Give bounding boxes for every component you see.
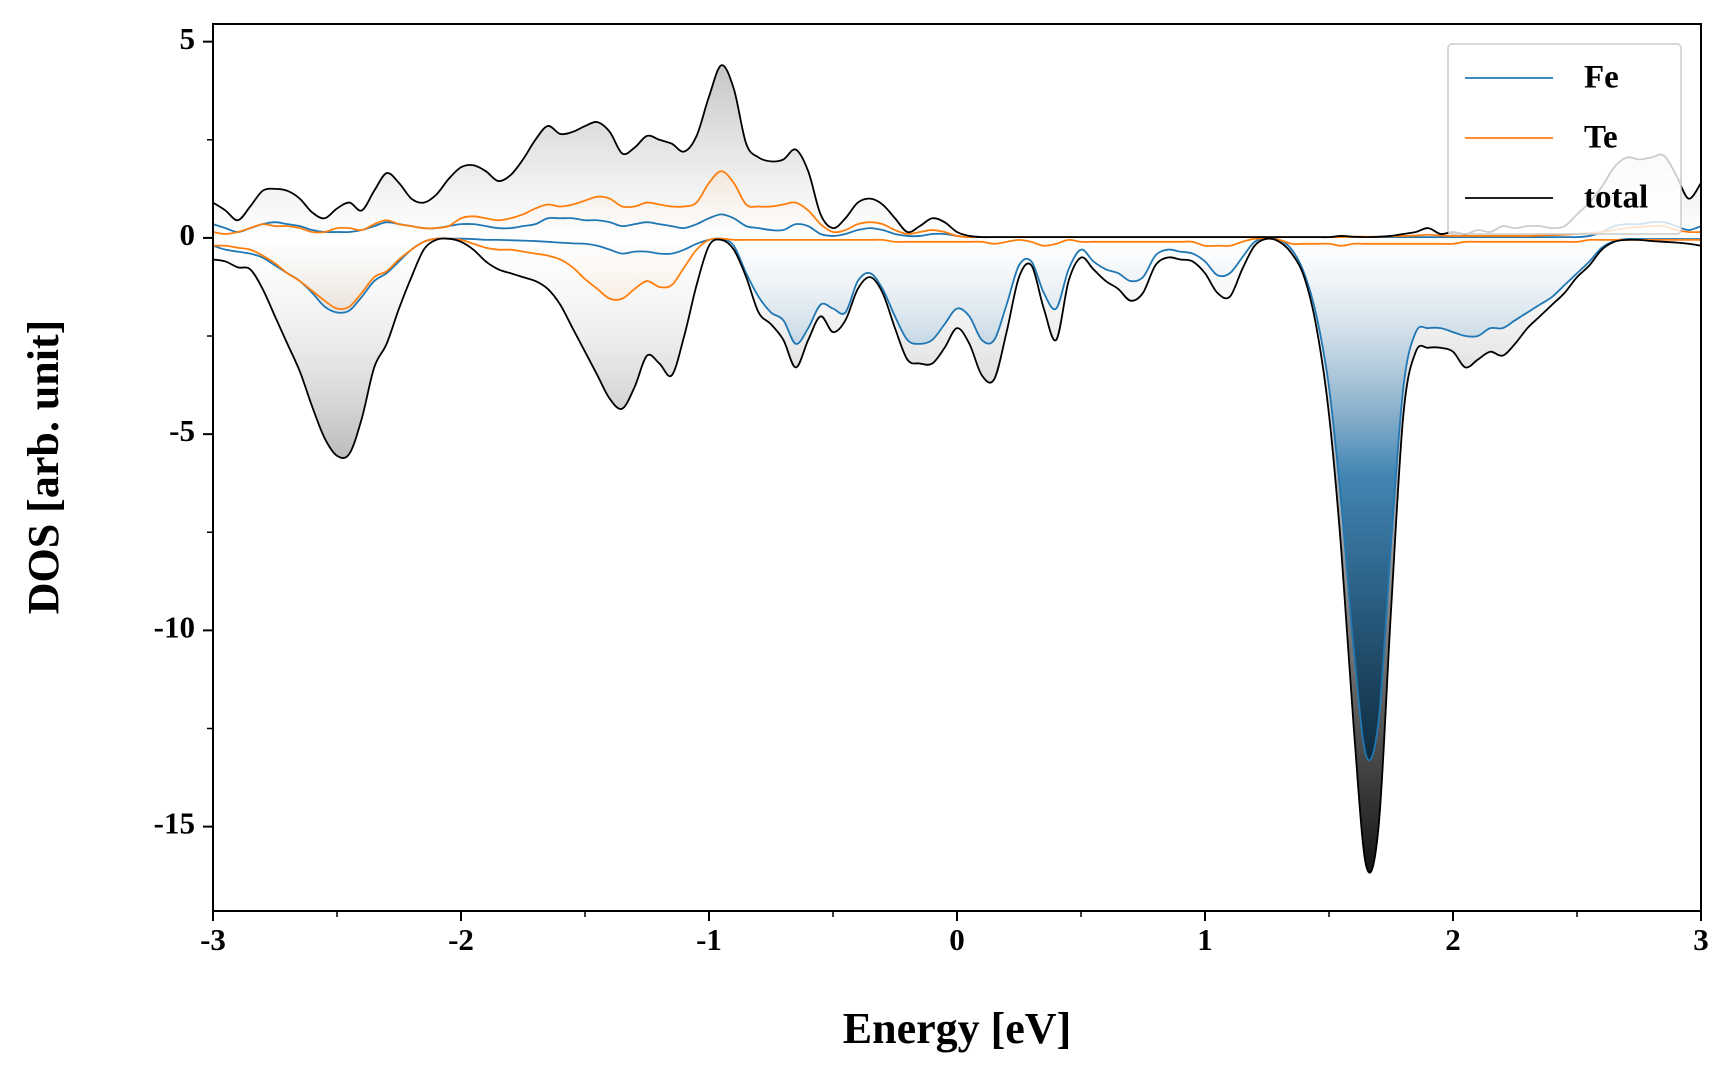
x-tick-label: 3 xyxy=(1693,922,1709,957)
y-tick-label: -15 xyxy=(154,806,195,841)
area-fill xyxy=(213,237,1701,761)
x-tick-label: 2 xyxy=(1445,922,1461,957)
legend-label: total xyxy=(1584,180,1648,216)
y-tick-label: -10 xyxy=(154,609,195,644)
x-tick-label: -3 xyxy=(200,922,226,957)
y-tick-label: -5 xyxy=(169,413,195,448)
y-tick-label: 0 xyxy=(180,217,196,252)
y-tick-label: 5 xyxy=(180,21,196,56)
x-tick-label: 0 xyxy=(949,922,965,957)
area-fill xyxy=(213,237,1701,873)
series-line xyxy=(213,237,1701,874)
x-tick-label: -2 xyxy=(448,922,474,957)
series-line xyxy=(213,237,1701,310)
x-tick-label: -1 xyxy=(696,922,722,957)
plot-area xyxy=(213,64,1701,874)
x-tick-label: 1 xyxy=(1197,922,1213,957)
series-line xyxy=(213,237,1701,762)
legend-label: Fe xyxy=(1584,60,1619,96)
area-fill xyxy=(213,237,1701,310)
series-line xyxy=(213,170,1701,239)
area-fill xyxy=(213,65,1701,238)
x-axis-label: Energy [eV] xyxy=(843,1004,1072,1053)
legend: Fe Te total xyxy=(1447,43,1682,235)
y-axis-label: DOS [arb. unit] xyxy=(19,320,68,615)
plot-frame xyxy=(212,23,1702,912)
legend-label: Te xyxy=(1584,120,1618,156)
area-fill xyxy=(213,171,1701,238)
legend-box xyxy=(1447,43,1682,235)
